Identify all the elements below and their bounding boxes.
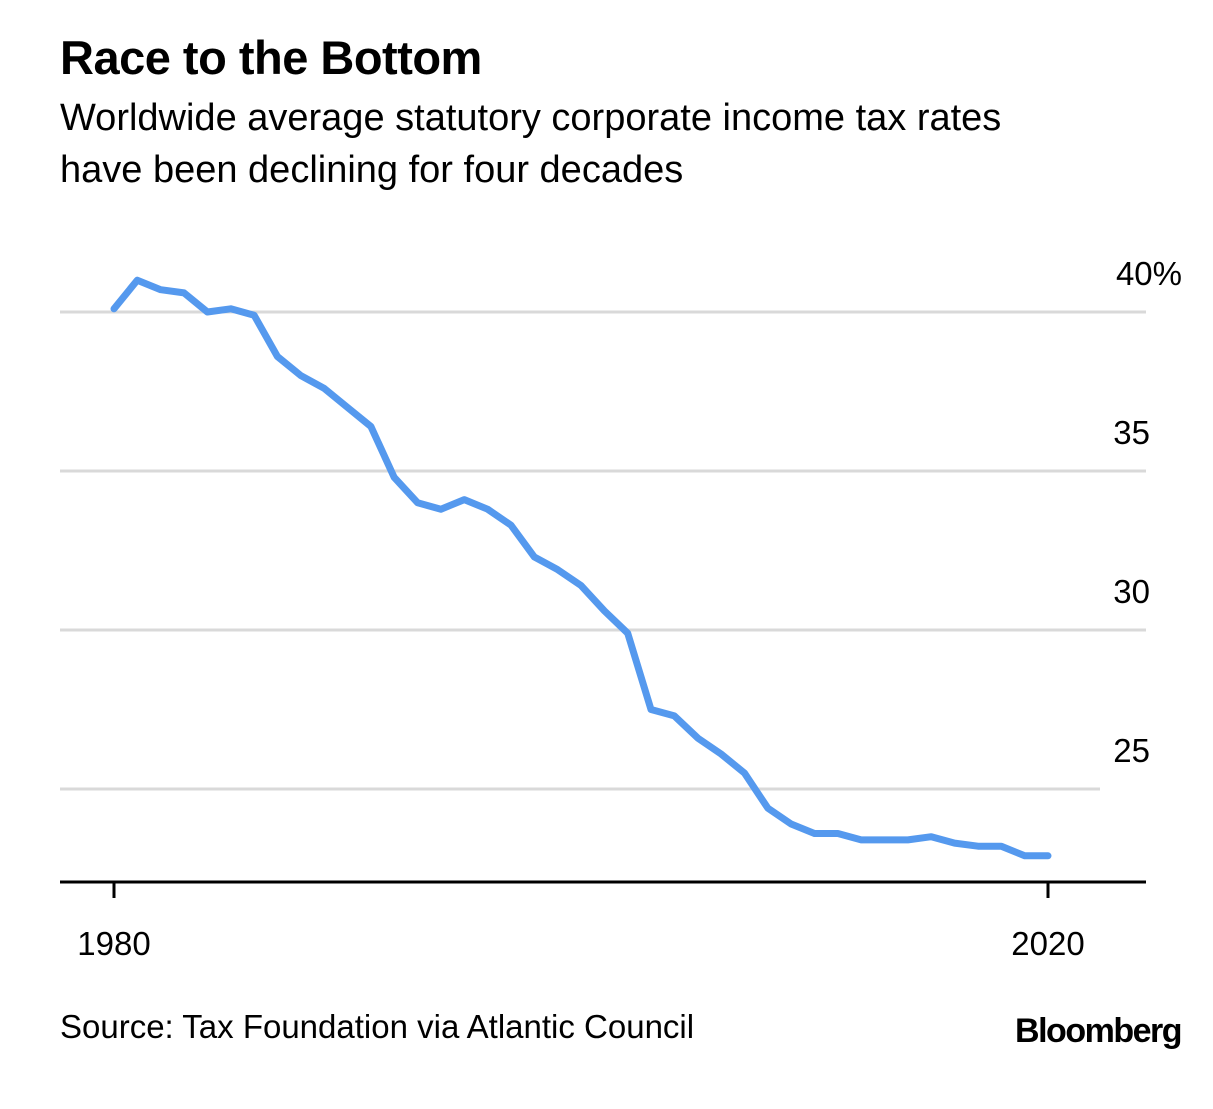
source-note: Source: Tax Foundation via Atlantic Coun…: [60, 1008, 695, 1045]
subtitle-line-2: have been declining for four decades: [60, 149, 684, 191]
chart-subtitle: Worldwide average statutory corporate in…: [60, 92, 1180, 196]
y-tick-label: 35: [1113, 414, 1150, 451]
y-tick-label: 25: [1113, 732, 1150, 769]
series-line: [110, 276, 1052, 860]
x-tick-label: 2020: [1011, 925, 1084, 962]
y-tick-label: 40%: [1116, 255, 1182, 292]
subtitle-line-1: Worldwide average statutory corporate in…: [60, 97, 1002, 139]
brand-logo: Bloomberg: [1015, 1012, 1182, 1050]
chart-title: Race to the Bottom: [60, 31, 482, 84]
line-chart: 40% 35 30 25 1980 2020: [60, 255, 1182, 962]
y-tick-label: 30: [1113, 573, 1150, 610]
x-tick-label: 1980: [77, 925, 150, 962]
